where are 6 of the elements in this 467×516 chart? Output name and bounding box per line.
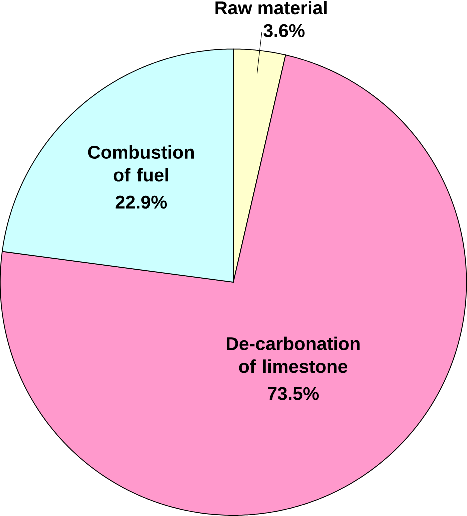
slice-label: De-carbonation of limestone <box>226 336 360 374</box>
slice-label: Combustion of fuel <box>88 145 194 182</box>
data-label: 3.6% <box>264 24 305 38</box>
data-label: 73.5% <box>268 387 319 400</box>
data-label: 22.9% <box>116 196 167 209</box>
slice-label: Raw material <box>216 1 327 15</box>
